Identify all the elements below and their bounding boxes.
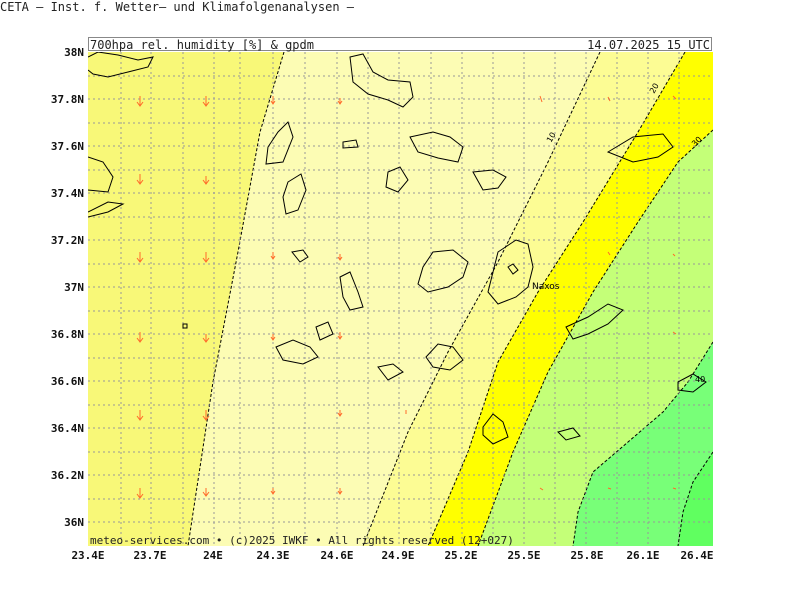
lon-label: 24.9E — [381, 549, 415, 562]
wind-arrows — [136, 95, 677, 499]
subtitle-bar — [88, 37, 712, 51]
lat-label: 37.8N — [50, 93, 84, 106]
island-ikaria-samos — [606, 133, 674, 163]
contour-line-10 — [362, 52, 601, 546]
lat-label: 37.6N — [50, 140, 84, 153]
product-label: 700hpa rel. humidity [%] & gpdm — [90, 38, 314, 52]
lat-label: 36.8N — [50, 328, 84, 341]
valid-time: 14.07.2025 15 UTC — [587, 38, 710, 52]
island-sifnos-area — [339, 271, 364, 311]
island-kea — [265, 121, 294, 165]
lon-label: 24E — [203, 549, 223, 562]
island-paros — [417, 249, 469, 293]
island-sikinos — [377, 363, 404, 381]
lat-label: 38N — [64, 46, 84, 59]
lon-label: 26.1E — [626, 549, 660, 562]
coastlines — [88, 52, 707, 445]
island-serifos-small — [291, 249, 309, 263]
copyright-footer: meteo-services.com • (c)2025 IWKF • All … — [90, 534, 514, 547]
contour-line-50 — [677, 451, 713, 546]
lon-label: 25.2E — [444, 549, 478, 562]
island-kimolos — [315, 321, 334, 341]
island-small-b — [182, 323, 188, 329]
lat-label: 36N — [64, 516, 84, 529]
island-anafi — [557, 427, 581, 441]
coast-attica — [88, 52, 154, 78]
place-label-naxos: Naxos — [532, 282, 560, 292]
island-naxos — [487, 239, 534, 305]
contour-label-20: 20 — [648, 82, 661, 95]
island-santorini — [482, 413, 509, 445]
lat-label: 36.2N — [50, 469, 84, 482]
lon-label: 25.8E — [570, 549, 604, 562]
lat-label: 36.4N — [50, 422, 84, 435]
contour-label-10: 10 — [545, 131, 558, 144]
lon-label: 24.3E — [256, 549, 290, 562]
island-kos — [677, 373, 707, 393]
island-andros — [349, 53, 414, 108]
lon-label: 25.5E — [507, 549, 541, 562]
island-small-a — [507, 263, 519, 275]
contour-line-40 — [572, 341, 713, 546]
island-ios — [425, 343, 464, 371]
coast-west-a — [88, 156, 114, 193]
grid — [88, 52, 713, 546]
band-green — [573, 342, 713, 546]
island-mykonos — [472, 169, 507, 191]
coast-west-b — [88, 201, 125, 218]
lon-label: 26.4E — [680, 549, 714, 562]
contour-label-40: 40 — [695, 375, 705, 384]
lon-label: 24.6E — [320, 549, 354, 562]
island-gyaros — [342, 139, 359, 149]
lon-label: 23.7E — [133, 549, 167, 562]
lat-label: 37.4N — [50, 187, 84, 200]
humidity-map: 10 20 30 40 Naxos — [88, 52, 713, 546]
contour-line-a — [187, 52, 285, 546]
island-kythnos — [282, 173, 307, 215]
lat-label: 37.2N — [50, 234, 84, 247]
lat-label: 36.6N — [50, 375, 84, 388]
lon-label: 23.4E — [71, 549, 105, 562]
island-milos — [275, 339, 319, 365]
island-amorgos — [565, 303, 624, 340]
contour-labels: 10 20 30 40 Naxos — [532, 82, 705, 384]
lat-label: 37N — [64, 281, 84, 294]
island-tinos — [409, 131, 464, 163]
island-syros — [385, 166, 409, 193]
chart-title: CETA – Inst. f. Wetter– und Klimafolgena… — [0, 0, 355, 14]
